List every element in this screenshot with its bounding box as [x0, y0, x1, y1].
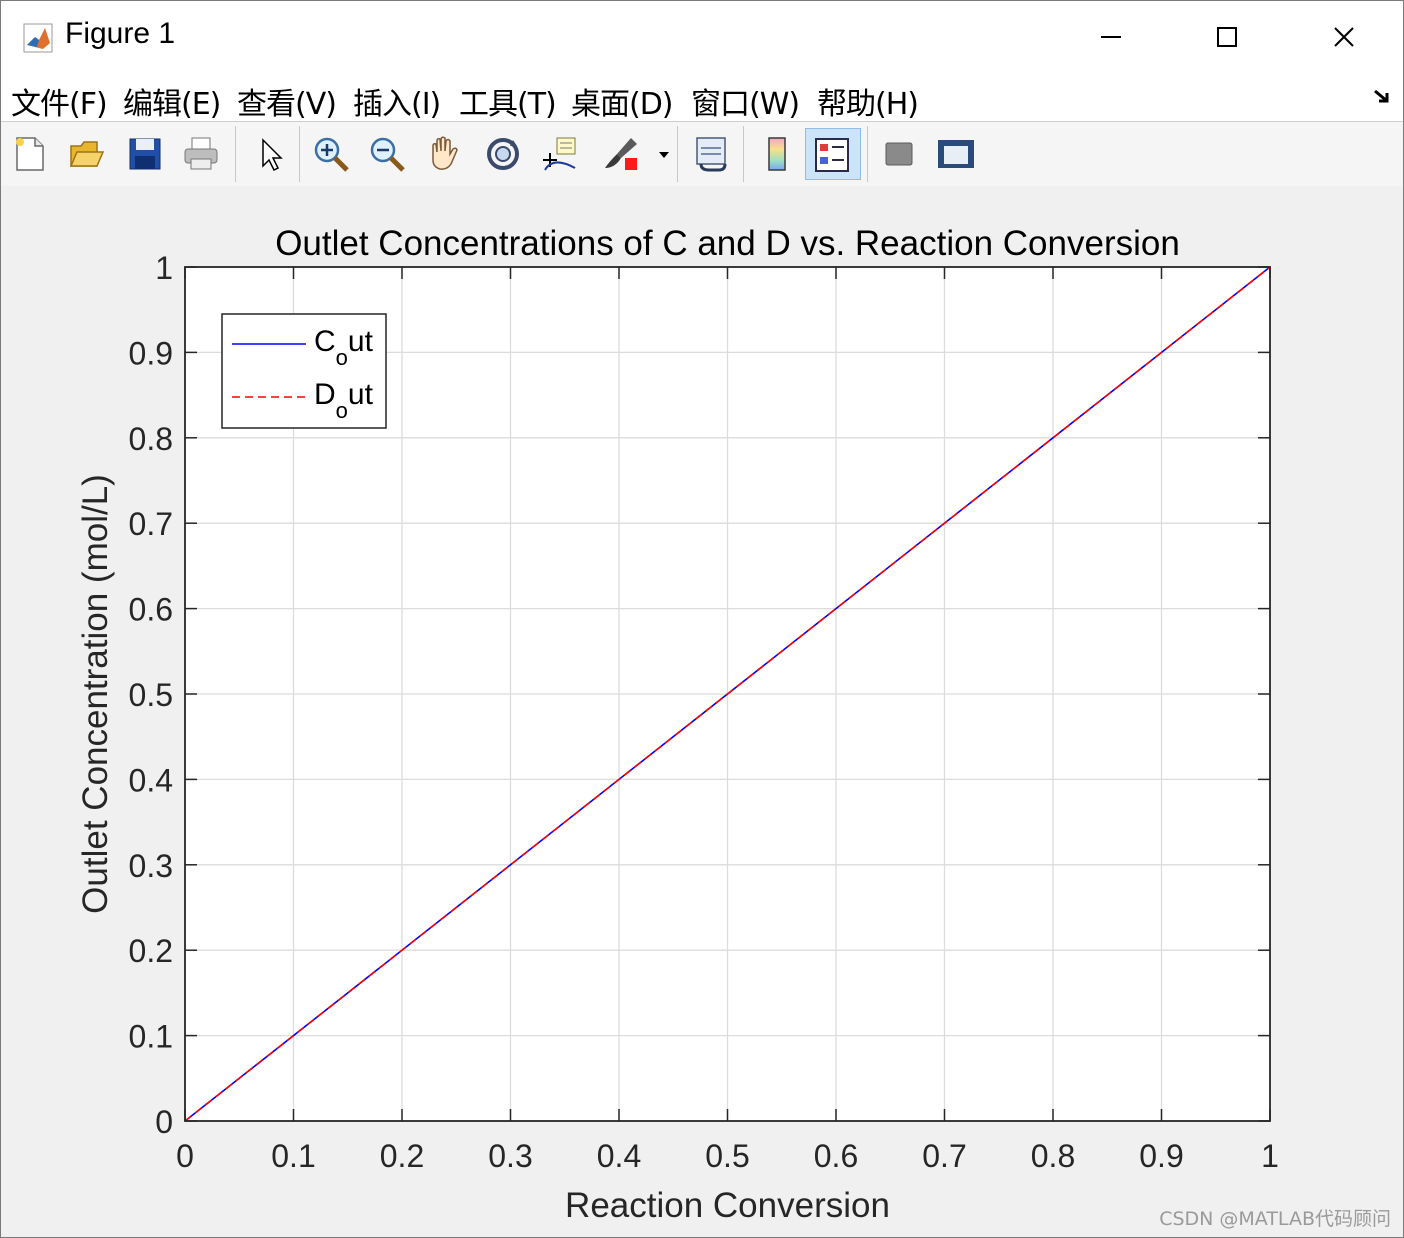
brush-button[interactable] — [595, 128, 647, 180]
zoom-out-button[interactable] — [361, 128, 413, 180]
data-cursor-button[interactable] — [533, 128, 585, 180]
zoom-in-button[interactable] — [305, 128, 357, 180]
dock-arrow-icon[interactable] — [1371, 85, 1393, 107]
link-plot-icon — [696, 137, 727, 172]
menu-desktop[interactable]: 桌面(D) — [571, 87, 674, 122]
minimize-button[interactable] — [1053, 1, 1169, 73]
window-title: Figure 1 — [65, 17, 176, 50]
menu-edit[interactable]: 编辑(E) — [123, 87, 221, 122]
print-icon — [184, 137, 218, 170]
menu-file[interactable]: 文件(F) — [11, 87, 108, 122]
chevron-down-icon[interactable] — [657, 150, 671, 160]
colorbar-icon — [768, 137, 786, 171]
close-icon — [1334, 27, 1354, 47]
edit-plot-arrow-icon — [262, 138, 283, 172]
rotate-3d-button[interactable] — [477, 128, 529, 180]
menu-window[interactable]: 窗口(W) — [691, 87, 800, 122]
x-tick-label: 0.8 — [1031, 1138, 1075, 1174]
y-tick-label: 0.1 — [129, 1019, 173, 1055]
y-tick-label: 0.9 — [129, 335, 173, 371]
x-tick-label: 0.2 — [380, 1138, 424, 1174]
link-plot-button[interactable] — [685, 128, 737, 180]
legend-box — [221, 313, 387, 429]
y-tick-label: 0 — [155, 1104, 173, 1140]
x-tick-label: 0.4 — [597, 1138, 641, 1174]
matlab-icon — [23, 23, 53, 53]
save-icon — [129, 138, 161, 170]
y-tick-label: 1 — [155, 250, 173, 286]
x-tick-label: 0.5 — [705, 1138, 749, 1174]
figure-canvas[interactable]: 0 0.1 0.2 0.3 0.4 0.5 0.6 0.7 0.8 0.9 1 0 0.1 0.2 0.3 0… — [1, 186, 1403, 1237]
menu-view[interactable]: 查看(V) — [237, 87, 337, 122]
toolbar-separator — [235, 126, 236, 182]
toolbar-separator — [867, 126, 868, 182]
open-file-icon — [69, 141, 105, 167]
y-tick-label: 0.5 — [129, 677, 173, 713]
y-tick-label: 0.3 — [129, 848, 173, 884]
menu-tools[interactable]: 工具(T) — [459, 87, 557, 122]
save-button[interactable] — [119, 128, 171, 180]
menu-insert[interactable]: 插入(I) — [353, 87, 441, 122]
y-tick-label: 0.6 — [129, 592, 173, 628]
menu-bar: 文件(F) 编辑(E) 查看(V) 插入(I) 工具(T) 桌面(D) 窗口(W… — [1, 73, 1403, 122]
x-tick-label: 0.7 — [922, 1138, 966, 1174]
pan-button[interactable] — [419, 128, 471, 180]
y-tick-label: 0.7 — [129, 506, 173, 542]
print-button[interactable] — [175, 128, 227, 180]
x-tick-label: 0.9 — [1139, 1138, 1183, 1174]
show-plot-tools-button[interactable] — [929, 128, 981, 180]
x-tick-label: 0 — [176, 1138, 194, 1174]
hide-plot-tools-button[interactable] — [873, 128, 925, 180]
data-cursor-icon — [543, 137, 576, 171]
y-tick-label: 0.8 — [129, 421, 173, 457]
legend-entry-c: Cout — [314, 325, 374, 370]
x-tick-label: 0.3 — [488, 1138, 532, 1174]
y-tick-label: 0.4 — [129, 762, 173, 798]
open-file-button[interactable] — [61, 128, 113, 180]
edit-plot-button[interactable] — [243, 128, 295, 180]
hide-plot-tools-icon — [885, 142, 913, 166]
show-plot-tools-icon — [938, 140, 974, 168]
legend-icon — [815, 138, 849, 172]
zoom-in-icon — [314, 137, 349, 172]
legend-entry-d: Dout — [314, 378, 374, 423]
legend-button[interactable] — [805, 128, 861, 180]
toolbar-separator — [677, 126, 678, 182]
watermark: CSDN @MATLAB代码顾问 — [1159, 1208, 1391, 1230]
legend: Cout Dout — [221, 313, 387, 429]
chart-area[interactable]: 0 0.1 0.2 0.3 0.4 0.5 0.6 0.7 0.8 0.9 1 0 0.1 0.2 0.3 0… — [1, 186, 1403, 1237]
colorbar-button[interactable] — [751, 128, 803, 180]
new-figure-icon — [16, 137, 44, 171]
pan-hand-icon — [432, 136, 458, 170]
x-tick-label: 1 — [1261, 1138, 1279, 1174]
toolbar — [1, 121, 1403, 187]
series-line-d — [184, 266, 1271, 1122]
y-tick-label: 0.2 — [129, 933, 173, 969]
maximize-icon — [1217, 27, 1237, 47]
title-bar[interactable]: Figure 1 — [1, 1, 1403, 73]
brush-icon — [605, 138, 637, 170]
x-tick-label: 0.1 — [271, 1138, 315, 1174]
chart-title: Outlet Concentrations of C and D vs. Rea… — [275, 224, 1180, 263]
toolbar-separator — [299, 126, 300, 182]
rotate-3d-icon — [487, 138, 519, 170]
toolbar-separator — [743, 126, 744, 182]
close-button[interactable] — [1286, 1, 1402, 73]
new-figure-button[interactable] — [5, 128, 57, 180]
x-tick-label: 0.6 — [814, 1138, 858, 1174]
menu-help[interactable]: 帮助(H) — [817, 87, 919, 122]
x-axis-label: Reaction Conversion — [565, 1186, 890, 1225]
maximize-button[interactable] — [1169, 1, 1285, 73]
zoom-out-icon — [370, 137, 405, 172]
minimize-icon — [1101, 36, 1121, 38]
y-axis-label: Outlet Concentration (mol/L) — [76, 474, 115, 914]
